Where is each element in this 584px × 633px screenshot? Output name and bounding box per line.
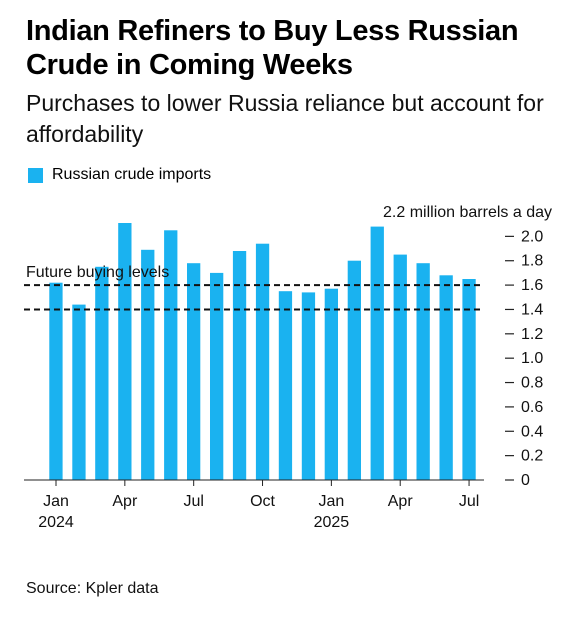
x-tick-label: Jan [318, 493, 344, 510]
y-tick-label: 1.4 [521, 301, 543, 318]
chart-title: Indian Refiners to Buy Less Russian Crud… [26, 15, 519, 81]
x-tick-label: Jan [43, 493, 69, 510]
y-tick-label: 0.2 [521, 448, 543, 465]
x-tick-sublabel: 2024 [38, 514, 74, 531]
y-tick-label: 1.8 [521, 253, 543, 270]
x-tick-sublabel: 2025 [314, 514, 350, 531]
bar [301, 292, 316, 480]
bar [187, 263, 201, 480]
bar [370, 226, 384, 480]
source-note: Source: Kpler data [26, 580, 159, 597]
x-tick-label: Jul [459, 493, 479, 510]
bar [72, 304, 86, 480]
chart-subtitle: Purchases to lower Russia reliance but a… [26, 90, 544, 147]
bar [324, 288, 338, 480]
bar [49, 282, 63, 480]
y-tick-label: 0.4 [521, 423, 543, 440]
bar [462, 279, 476, 480]
bar [278, 291, 293, 480]
y-tick-label: 0.8 [521, 375, 543, 392]
y-tick-label: 1.2 [521, 326, 543, 343]
bar [164, 230, 178, 480]
bar [95, 266, 109, 480]
y-tick-label: 0.6 [521, 399, 543, 416]
x-tick-label: Oct [250, 493, 275, 510]
legend-swatch [28, 167, 43, 183]
x-tick-label: Jul [183, 493, 203, 510]
legend-label: Russian crude imports [52, 166, 212, 183]
bar [347, 260, 361, 480]
x-tick-label: Apr [112, 493, 138, 510]
legend: Russian crude imports [28, 166, 211, 184]
bar [416, 263, 430, 480]
bar [255, 243, 270, 480]
bar [210, 272, 224, 480]
x-tick-label: Apr [388, 493, 414, 510]
bar [439, 275, 453, 480]
bar [393, 254, 407, 480]
reference-line-label: Future buying levels [26, 264, 169, 281]
bar [232, 251, 247, 480]
y-tick-label: 2.0 [521, 228, 543, 245]
y-tick-label: 1.0 [521, 350, 543, 367]
y-unit-label: 2.2 million barrels a day [383, 204, 552, 221]
bar [118, 223, 132, 480]
bar [141, 249, 155, 480]
y-tick-label: 1.6 [521, 277, 543, 294]
y-tick-label: 0 [521, 472, 530, 489]
